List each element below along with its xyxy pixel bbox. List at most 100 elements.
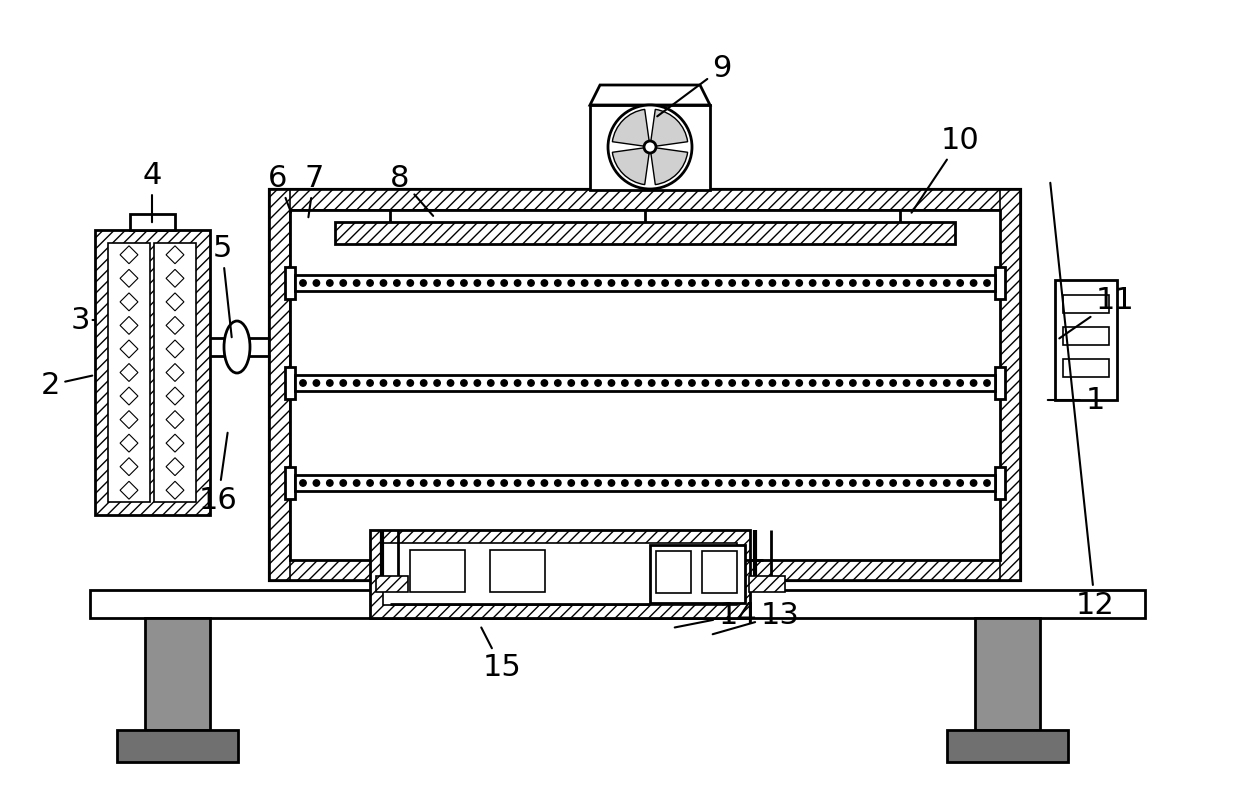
Circle shape — [676, 280, 682, 286]
Circle shape — [810, 480, 816, 486]
Circle shape — [957, 480, 963, 486]
Circle shape — [340, 480, 346, 486]
Polygon shape — [166, 387, 184, 405]
Circle shape — [541, 380, 548, 386]
Circle shape — [528, 280, 534, 286]
Circle shape — [407, 280, 413, 286]
Text: 2: 2 — [41, 371, 92, 399]
Polygon shape — [166, 340, 184, 358]
Circle shape — [743, 380, 749, 386]
Circle shape — [743, 480, 749, 486]
Circle shape — [434, 480, 440, 486]
Circle shape — [381, 480, 387, 486]
Circle shape — [300, 380, 306, 386]
Text: 10: 10 — [911, 125, 980, 213]
Circle shape — [823, 480, 830, 486]
Circle shape — [649, 380, 655, 386]
Bar — [410, 550, 465, 592]
Text: 13: 13 — [713, 600, 800, 634]
Text: 7: 7 — [304, 163, 324, 217]
Circle shape — [501, 380, 507, 386]
Circle shape — [930, 480, 936, 486]
Bar — [270, 560, 1021, 580]
Circle shape — [756, 480, 763, 486]
Circle shape — [877, 480, 883, 486]
Polygon shape — [120, 387, 138, 405]
Bar — [1063, 295, 1109, 313]
Circle shape — [971, 380, 977, 386]
Text: 8: 8 — [391, 163, 433, 216]
Circle shape — [393, 280, 401, 286]
Circle shape — [769, 480, 775, 486]
Polygon shape — [166, 458, 184, 476]
Polygon shape — [120, 434, 138, 452]
Polygon shape — [120, 246, 138, 264]
Text: 6: 6 — [268, 163, 291, 212]
Polygon shape — [166, 293, 184, 310]
Circle shape — [957, 380, 963, 386]
Circle shape — [515, 380, 521, 386]
Polygon shape — [120, 482, 138, 499]
Circle shape — [621, 380, 629, 386]
Bar — [285, 467, 295, 499]
Circle shape — [353, 280, 360, 286]
Circle shape — [983, 380, 991, 386]
Circle shape — [944, 380, 950, 386]
Bar — [994, 467, 1004, 499]
Polygon shape — [120, 458, 138, 476]
Text: 14: 14 — [675, 600, 758, 630]
Circle shape — [474, 280, 481, 286]
Circle shape — [420, 480, 427, 486]
Circle shape — [863, 480, 869, 486]
Polygon shape — [166, 317, 184, 334]
Bar — [130, 214, 175, 230]
Circle shape — [676, 480, 682, 486]
Circle shape — [702, 380, 708, 386]
Circle shape — [903, 480, 910, 486]
Circle shape — [609, 280, 615, 286]
Circle shape — [434, 380, 440, 386]
Circle shape — [541, 280, 548, 286]
Circle shape — [823, 280, 830, 286]
Circle shape — [836, 280, 843, 286]
Circle shape — [662, 480, 668, 486]
Circle shape — [381, 280, 387, 286]
Circle shape — [528, 480, 534, 486]
Circle shape — [448, 280, 454, 286]
Circle shape — [662, 380, 668, 386]
Circle shape — [367, 480, 373, 486]
Circle shape — [461, 380, 467, 386]
Circle shape — [729, 380, 735, 386]
Bar — [947, 730, 1068, 762]
Bar — [383, 543, 737, 605]
Circle shape — [823, 380, 830, 386]
Circle shape — [649, 280, 655, 286]
Bar — [1063, 327, 1109, 345]
Circle shape — [971, 280, 977, 286]
Circle shape — [554, 380, 560, 386]
Circle shape — [729, 280, 735, 286]
Circle shape — [903, 280, 910, 286]
Circle shape — [448, 380, 454, 386]
Circle shape — [608, 105, 692, 189]
Circle shape — [582, 380, 588, 386]
Circle shape — [916, 380, 923, 386]
Polygon shape — [120, 340, 138, 358]
Circle shape — [595, 280, 601, 286]
Circle shape — [662, 280, 668, 286]
Circle shape — [340, 280, 346, 286]
Polygon shape — [120, 364, 138, 382]
Bar — [1055, 280, 1117, 400]
Circle shape — [877, 280, 883, 286]
Circle shape — [729, 480, 735, 486]
Circle shape — [676, 380, 682, 386]
Circle shape — [501, 280, 507, 286]
Bar — [270, 190, 1021, 580]
Bar — [117, 730, 238, 762]
Text: 9: 9 — [657, 54, 732, 116]
Circle shape — [326, 280, 334, 286]
Polygon shape — [120, 317, 138, 334]
Circle shape — [930, 280, 936, 286]
Circle shape — [393, 380, 401, 386]
Bar — [370, 530, 750, 618]
